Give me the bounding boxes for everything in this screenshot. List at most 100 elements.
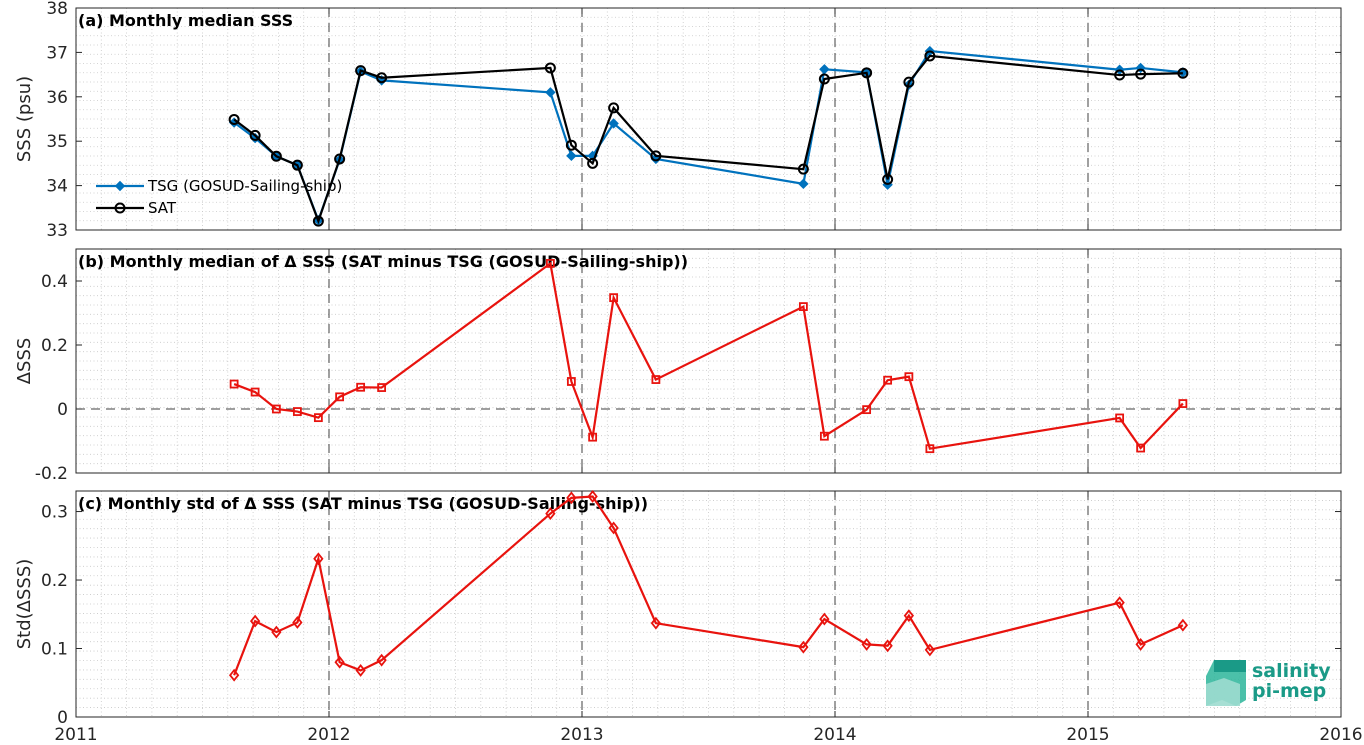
data-point [608,102,620,114]
data-point [313,552,324,566]
y-axis-label: Std(ΔSSS) [14,559,35,650]
data-point [1135,68,1147,80]
data-point [566,491,577,505]
data-point [925,444,935,454]
x-tick-label: 2012 [307,725,350,745]
legend-label: SAT [148,199,177,217]
data-point [924,643,936,657]
axes-frame [75,248,1342,474]
data-point [565,139,577,151]
y-tick-label: 36 [46,88,68,108]
panel-title: (b) Monthly median of Δ SSS (SAT minus T… [78,252,688,271]
panel-title: (c) Monthly std of Δ SSS (SAT minus TSG … [78,494,648,513]
x-tick-label: 2014 [813,725,856,745]
data-point [882,639,893,653]
series-delta [229,258,1188,454]
y-tick-label: 34 [46,177,68,197]
data-point [566,150,577,162]
data-point [903,609,915,623]
data-point [861,67,873,79]
data-point [818,73,830,85]
data-point [588,432,598,442]
data-point [545,87,556,98]
data-point [544,62,556,74]
y-tick-label: 38 [46,0,68,19]
data-point [904,372,914,382]
year-lines [328,491,1089,717]
data-point [313,413,323,423]
axis-ticks [75,7,1342,231]
data-point [798,302,808,312]
data-point [292,407,302,416]
data-point [883,375,893,385]
data-point [335,392,345,402]
data-point [250,387,260,397]
data-point [1177,67,1189,79]
y-tick-label: 37 [46,43,68,63]
data-point [903,76,915,88]
data-point [862,405,872,415]
minor-grid [75,7,1342,231]
data-point [924,50,936,62]
panel-b-delta-sss: -0.2 0 0.2 0.4 ΔSSS (b) Monthly median of Δ S… [14,248,1342,484]
axis-ticks [75,249,1342,474]
x-tick-label: 2013 [560,725,603,745]
axes-frame [75,490,1342,718]
y-tick-label: 35 [46,132,68,152]
x-tick-label: 2016 [1319,725,1362,745]
data-point [1115,413,1125,423]
series-line [233,495,1184,676]
x-tick-label: 2015 [1066,725,1109,745]
year-lines [328,249,1089,473]
data-point [271,404,281,414]
y-tick-label: 33 [46,221,68,241]
data-point [545,258,555,268]
data-point [1114,596,1125,610]
data-point [1135,637,1146,651]
data-point [292,616,303,629]
y-tick-label: 0.2 [41,336,68,356]
data-point [1136,443,1146,453]
series-line [233,54,1183,225]
data-point [650,150,662,162]
data-point [861,637,872,651]
data-point [608,521,619,535]
data-point [312,215,324,227]
panel-c-std-delta-sss: 0 0.1 0.2 0.3 2011 2012 2013 2014 2015 2016 Std(ΔS… [14,490,1363,745]
x-tick-label: 2011 [54,725,97,745]
panel-a-sss: 33 34 35 36 37 38 SSS (psu) (a) Monthly median … [14,0,1342,241]
axis-ticks [75,491,1342,718]
y-tick-label: 0.2 [41,571,68,591]
logo-mark [1206,660,1246,706]
series-delta [228,490,1189,682]
data-point [587,157,599,169]
data-point [798,640,809,654]
salinity-pi-mep-logo: salinity pi-mep [1206,660,1331,706]
data-point [798,178,809,190]
data-point [291,159,303,171]
panel-title: (a) Monthly median SSS [78,11,293,30]
data-point [376,653,387,667]
data-point [228,113,240,125]
logo-line2: pi-mep [1252,680,1326,702]
series-line [233,261,1184,450]
y-tick-label: 0 [57,708,68,728]
data-point [271,625,282,639]
legend-marker [114,180,126,192]
data-point [334,153,346,165]
data-point [249,614,261,628]
y-tick-label: -0.2 [35,464,68,484]
y-tick-label: 0.1 [41,640,68,660]
series-sat [228,50,1189,227]
y-tick-label: 0.4 [41,272,68,292]
data-point [355,663,366,677]
data-point [545,507,556,521]
logo-line1: salinity [1252,660,1331,682]
data-point [651,375,661,384]
y-axis-label: ΔSSS [14,338,35,385]
data-point [356,382,366,392]
data-point [377,383,387,392]
data-point [587,490,598,503]
data-point [249,129,261,141]
